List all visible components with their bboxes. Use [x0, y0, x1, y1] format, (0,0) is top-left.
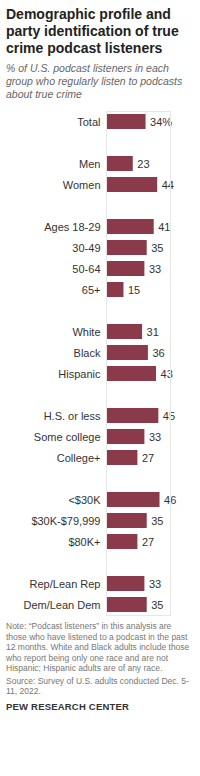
svg-text:H.S. or less: H.S. or less	[44, 410, 101, 422]
svg-text:33: 33	[149, 431, 161, 443]
svg-text:45: 45	[163, 410, 175, 422]
html-text:Note: “Podcast listeners” in t: Note: “Podcast listeners” in this analys…	[6, 621, 190, 673]
svg-text:Black: Black	[74, 347, 101, 359]
svg-text:34%: 34%	[150, 116, 172, 128]
svg-text:15: 15	[128, 284, 140, 296]
svg-text:33: 33	[149, 578, 161, 590]
svg-text:Dem/Lean Dem: Dem/Lean Dem	[23, 599, 100, 611]
svg-text:Some college: Some college	[34, 431, 101, 443]
svg-text:Women: Women	[63, 179, 101, 191]
svg-text:46: 46	[164, 493, 177, 506]
svg-text:Hispanic: Hispanic	[58, 368, 101, 380]
html-text:Demographic profile and party: Demographic profile and party identifica…	[6, 6, 179, 56]
svg-text:35: 35	[151, 242, 163, 254]
svg-text:65+: 65+	[82, 284, 101, 296]
html-text:PEW RESEARCH CENTER: PEW RESEARCH CENTER	[6, 700, 130, 712]
svg-text:Men: Men	[79, 158, 100, 170]
svg-text:$30K-$79,999: $30K-$79,999	[31, 515, 100, 527]
svg-text:27: 27	[142, 536, 154, 548]
svg-text:27: 27	[142, 452, 154, 464]
svg-text:35: 35	[151, 599, 163, 611]
svg-text:36: 36	[152, 347, 164, 359]
html-text:% of U.S. podcast listeners in: % of U.S. podcast listeners in each grou…	[6, 62, 183, 100]
html-text:Source: Survey of U.S. adults: Source: Survey of U.S. adults conducted …	[6, 675, 189, 696]
svg-text:50-64: 50-64	[72, 263, 100, 275]
svg-text:White: White	[72, 326, 100, 338]
svg-text:44: 44	[162, 179, 174, 191]
svg-text:35: 35	[151, 515, 163, 527]
svg-text:<$30K: <$30K	[68, 494, 101, 506]
svg-text:41: 41	[158, 221, 170, 233]
svg-text:30-49: 30-49	[72, 242, 100, 254]
svg-text:Rep/Lean Rep: Rep/Lean Rep	[30, 578, 101, 590]
svg-text:33: 33	[149, 263, 161, 275]
svg-text:$80K+: $80K+	[68, 536, 100, 548]
svg-text:23: 23	[137, 158, 149, 170]
svg-text:43: 43	[160, 367, 173, 380]
svg-text:Ages 18-29: Ages 18-29	[44, 221, 100, 233]
svg-text:31: 31	[147, 326, 159, 338]
svg-text:College+: College+	[57, 452, 101, 464]
svg-text:Total: Total	[77, 116, 100, 128]
